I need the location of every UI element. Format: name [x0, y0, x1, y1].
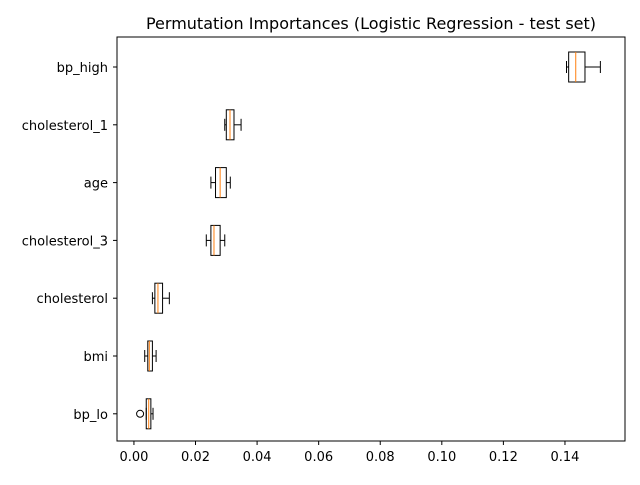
box-iqr — [154, 282, 164, 314]
plot-frame — [116, 36, 626, 442]
box-bp_high — [566, 51, 601, 83]
box-iqr — [215, 167, 227, 199]
y-tick-label: bp_high — [57, 61, 108, 76]
x-tick-label: 0.06 — [304, 450, 333, 465]
box-bmi — [144, 340, 157, 372]
x-axis: 0.00 0.02 0.04 0.06 0.08 0.10 0.12 0.14 — [119, 441, 579, 465]
x-tick-label: 0.08 — [366, 450, 395, 465]
box-cholesterol_1 — [224, 109, 242, 141]
y-tick-label: bp_lo — [73, 408, 108, 423]
x-tick-label: 0.14 — [550, 450, 579, 465]
x-tick-label: 0.04 — [243, 450, 272, 465]
x-tick-label: 0.02 — [181, 450, 210, 465]
box-iqr — [147, 340, 153, 372]
box-bp_lo — [136, 398, 154, 430]
y-tick-label: cholesterol — [37, 292, 108, 307]
y-tick-label: cholesterol_3 — [22, 234, 108, 249]
box-age — [210, 167, 231, 199]
box-cholesterol — [151, 282, 170, 314]
box-iqr — [568, 51, 586, 83]
boxes-layer — [136, 51, 601, 430]
x-tick-label: 0.12 — [489, 450, 518, 465]
y-tick-label: bmi — [83, 350, 108, 365]
x-tick-label: 0.10 — [427, 450, 456, 465]
y-tick-label: cholesterol_1 — [22, 119, 108, 134]
chart-title: Permutation Importances (Logistic Regres… — [146, 14, 596, 33]
x-tick-label: 0.00 — [119, 450, 148, 465]
outlier-point — [136, 409, 145, 418]
box-iqr — [210, 224, 221, 256]
y-tick-label: age — [84, 177, 108, 192]
box-cholesterol_3 — [205, 224, 226, 256]
